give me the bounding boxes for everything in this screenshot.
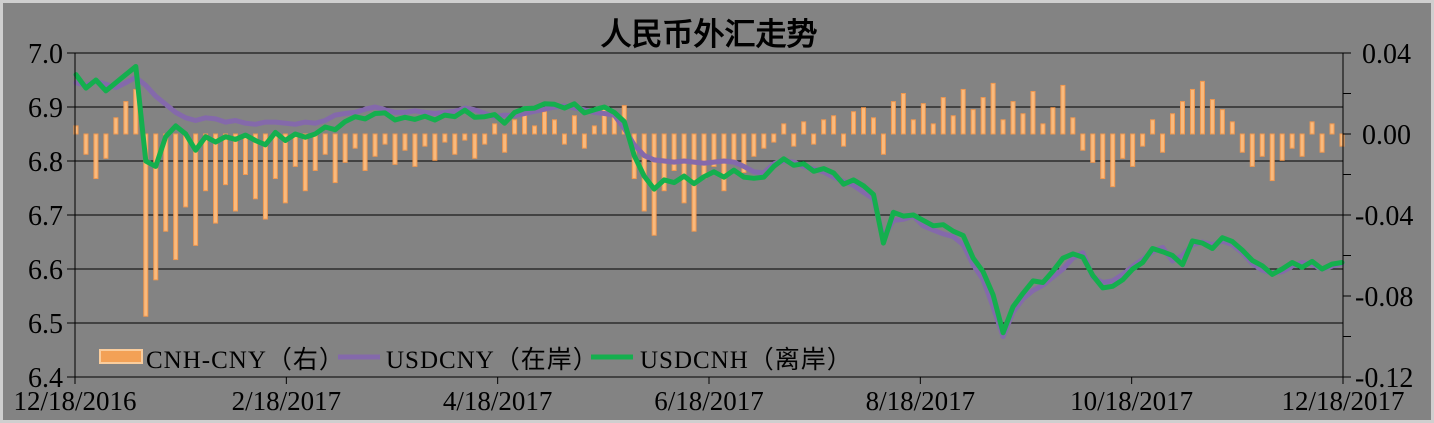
legend-label-cnh-cny: CNH-CNY（右） bbox=[146, 346, 345, 374]
svg-text:-0.08: -0.08 bbox=[1355, 282, 1413, 313]
legend-item-usdcnh: USDCNH（离岸） bbox=[591, 346, 853, 374]
svg-text:10/18/2017: 10/18/2017 bbox=[1070, 386, 1193, 416]
svg-text:8/18/2017: 8/18/2017 bbox=[866, 386, 976, 416]
legend-item-cnh-cny-spread: CNH-CNY（右） bbox=[99, 346, 345, 374]
svg-text:6.5: 6.5 bbox=[28, 309, 63, 340]
svg-text:6.6: 6.6 bbox=[28, 255, 63, 286]
svg-text:-0.12: -0.12 bbox=[1355, 363, 1413, 394]
svg-text:7.0: 7.0 bbox=[28, 39, 63, 70]
line-series-group bbox=[73, 64, 1345, 339]
right-axis-tick-labels: 0.04 0.00 -0.04 -0.08 -0.12 bbox=[1355, 39, 1413, 394]
legend-item-usdcny: USDCNY（在岸） bbox=[338, 346, 599, 374]
left-axis-tick-labels: 7.0 6.9 6.8 6.7 6.6 6.5 6.4 bbox=[28, 39, 63, 394]
svg-text:4/18/2017: 4/18/2017 bbox=[443, 386, 553, 416]
svg-text:0.04: 0.04 bbox=[1362, 39, 1411, 70]
svg-text:6.8: 6.8 bbox=[28, 147, 63, 178]
chart-title: 人民币外汇走势 bbox=[601, 17, 818, 52]
svg-text:0.00: 0.00 bbox=[1362, 120, 1411, 151]
axes-and-ticks bbox=[67, 52, 1351, 384]
svg-text:6.9: 6.9 bbox=[28, 93, 63, 124]
svg-text:12/18/2016: 12/18/2016 bbox=[13, 386, 136, 416]
legend-label-usdcny: USDCNY（在岸） bbox=[386, 346, 599, 374]
svg-text:6.4: 6.4 bbox=[28, 363, 63, 394]
x-axis-tick-labels: 12/18/2016 2/18/2017 4/18/2017 6/18/2017 8/1… bbox=[13, 386, 1404, 416]
svg-text:6/18/2017: 6/18/2017 bbox=[654, 386, 764, 416]
svg-text:-0.04: -0.04 bbox=[1355, 201, 1413, 232]
svg-text:12/18/2017: 12/18/2017 bbox=[1281, 386, 1404, 416]
svg-text:6.7: 6.7 bbox=[28, 201, 63, 232]
legend-swatch-bar bbox=[99, 349, 143, 364]
legend: CNH-CNY（右） USDCNY（在岸） USDCNH（离岸） bbox=[99, 346, 853, 374]
svg-text:2/18/2017: 2/18/2017 bbox=[232, 386, 342, 416]
legend-label-usdcnh: USDCNH（离岸） bbox=[640, 346, 853, 374]
